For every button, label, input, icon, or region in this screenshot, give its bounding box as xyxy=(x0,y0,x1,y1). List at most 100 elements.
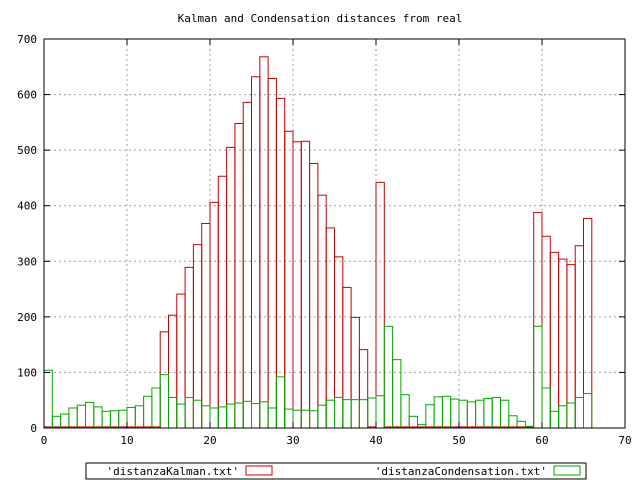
bar-condensation xyxy=(309,410,319,429)
bar-condensation xyxy=(367,397,377,429)
bar-kalman xyxy=(251,76,261,429)
y-tick-label: 300 xyxy=(17,255,37,268)
bar-kalman xyxy=(549,251,560,429)
bar-kalman xyxy=(267,77,277,429)
bar-condensation xyxy=(408,415,419,429)
bar-condensation xyxy=(109,410,120,429)
bar-kalman xyxy=(342,286,352,429)
legend-swatch-kalman xyxy=(245,465,273,476)
bar-kalman xyxy=(201,222,211,429)
bar-condensation xyxy=(508,415,518,429)
bar-kalman xyxy=(234,122,244,429)
bar-condensation xyxy=(574,396,585,429)
bar-condensation xyxy=(334,396,344,429)
bar-kalman xyxy=(533,211,543,429)
bar-kalman xyxy=(159,331,169,429)
bar-condensation xyxy=(325,399,336,429)
bar-condensation xyxy=(275,376,286,429)
bar-condensation xyxy=(475,399,485,429)
bar-condensation xyxy=(43,369,53,429)
bar-condensation xyxy=(358,399,369,429)
bar-condensation xyxy=(184,396,194,429)
y-tick-label: 0 xyxy=(30,422,37,435)
y-tick-label: 600 xyxy=(17,89,37,102)
bar-condensation xyxy=(375,395,385,429)
legend-swatch-condensation xyxy=(553,465,581,476)
bar-kalman xyxy=(275,97,286,429)
x-tick-label: 40 xyxy=(369,434,382,447)
bar-condensation xyxy=(93,406,103,429)
bar-condensation xyxy=(441,395,452,429)
bar-kalman xyxy=(317,194,327,429)
bar-condensation xyxy=(159,374,169,429)
bar-condensation xyxy=(134,405,145,429)
bar-condensation xyxy=(176,403,186,429)
bar-condensation xyxy=(60,413,70,429)
bar-condensation xyxy=(317,404,327,429)
y-tick-label: 700 xyxy=(17,33,37,46)
bar-condensation xyxy=(284,408,294,429)
bars xyxy=(43,56,593,429)
legend-label-condensation: 'distanzaCondensation.txt' xyxy=(375,465,547,478)
bar-kalman xyxy=(292,141,302,429)
bar-kalman xyxy=(541,235,551,429)
bar-condensation xyxy=(433,396,443,429)
y-tick-label: 100 xyxy=(17,366,37,379)
bar-condensation xyxy=(192,399,203,429)
bar-condensation xyxy=(126,406,136,429)
bar-kalman xyxy=(300,140,311,429)
bar-condensation xyxy=(350,399,360,429)
bar-condensation xyxy=(425,404,435,429)
bar-condensation xyxy=(417,424,427,429)
legend-box xyxy=(85,462,587,480)
legend-label-kalman: 'distanzaKalman.txt' xyxy=(107,465,239,478)
x-tick-label: 70 xyxy=(618,434,631,447)
bar-condensation xyxy=(209,407,219,429)
bar-condensation xyxy=(292,409,302,429)
bar-kalman xyxy=(226,146,236,429)
bar-condensation xyxy=(118,409,128,429)
bar-condensation xyxy=(85,401,95,429)
bar-condensation xyxy=(458,399,468,429)
y-tick-label: 500 xyxy=(17,144,37,157)
bar-kalman xyxy=(574,245,585,429)
bar-condensation xyxy=(400,394,410,429)
bar-kalman xyxy=(358,349,369,429)
bar-condensation xyxy=(383,325,394,429)
bar-condensation xyxy=(242,400,252,429)
bar-condensation xyxy=(168,396,178,429)
bar-kalman xyxy=(566,264,576,429)
x-tick-label: 10 xyxy=(120,434,133,447)
bar-kalman xyxy=(176,293,186,429)
y-tick-label: 200 xyxy=(17,311,37,324)
bar-condensation xyxy=(392,359,402,429)
bar-kalman xyxy=(259,56,269,429)
bar-kalman xyxy=(375,181,385,429)
plot-frame xyxy=(43,38,626,429)
bar-condensation xyxy=(541,387,551,429)
bar-condensation xyxy=(566,402,576,429)
bar-condensation xyxy=(267,407,277,429)
bar-condensation xyxy=(466,401,477,429)
x-tick-label: 50 xyxy=(452,434,465,447)
bar-condensation xyxy=(549,410,560,429)
bar-kalman xyxy=(184,266,194,429)
bar-condensation xyxy=(450,398,460,429)
bar-kalman xyxy=(325,227,336,429)
bar-kalman xyxy=(217,175,228,429)
bar-kalman xyxy=(309,162,319,429)
bar-kalman xyxy=(284,130,294,429)
legend: 'distanzaKalman.txt' 'distanzaCondensati… xyxy=(85,462,587,480)
bar-condensation xyxy=(558,405,568,429)
x-tick-label: 30 xyxy=(286,434,299,447)
bar-condensation xyxy=(151,387,161,429)
bar-kalman xyxy=(583,217,593,429)
bar-condensation xyxy=(226,403,236,429)
bar-kalman xyxy=(242,101,252,429)
x-tick-label: 0 xyxy=(41,434,48,447)
bar-condensation xyxy=(68,407,78,429)
bar-condensation xyxy=(101,410,111,429)
x-tick-label: 60 xyxy=(535,434,548,447)
y-tick-label: 400 xyxy=(17,200,37,213)
